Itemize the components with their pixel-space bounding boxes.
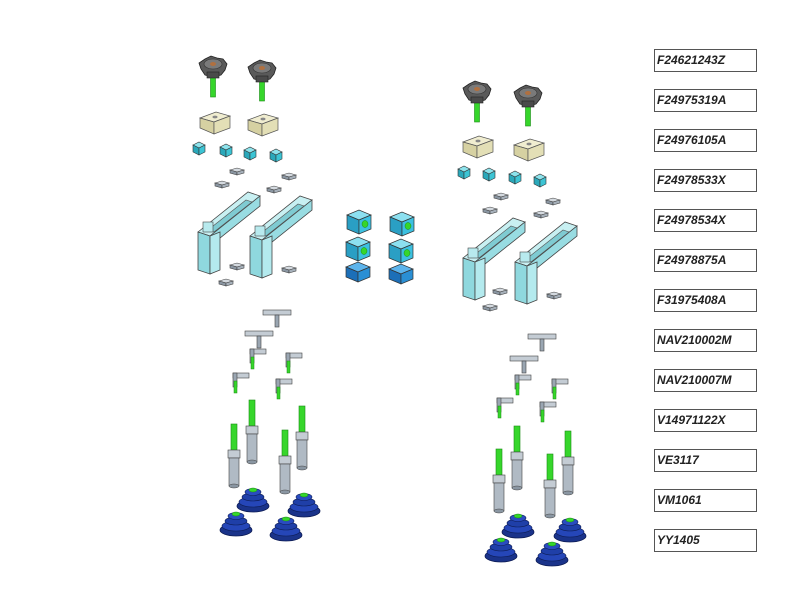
l-bracket bbox=[496, 397, 514, 419]
base-block bbox=[345, 261, 371, 283]
tee-connector bbox=[527, 333, 557, 352]
part-number-label: F24978533X bbox=[654, 169, 757, 192]
tee-connector bbox=[244, 330, 274, 349]
metal-plate bbox=[492, 287, 508, 296]
port-block bbox=[388, 238, 414, 264]
metal-plate bbox=[545, 197, 561, 206]
metal-plate bbox=[214, 180, 230, 189]
metal-plate bbox=[493, 192, 509, 201]
star-knob bbox=[198, 55, 228, 98]
vacuum-post bbox=[561, 430, 575, 496]
clip bbox=[482, 167, 496, 182]
clip bbox=[457, 165, 471, 180]
clip bbox=[508, 170, 522, 185]
clip bbox=[243, 146, 257, 161]
left-assembly bbox=[192, 55, 321, 542]
part-number-label: VM1061 bbox=[654, 489, 757, 512]
clip bbox=[192, 141, 206, 156]
metal-plate bbox=[533, 210, 549, 219]
port-block bbox=[389, 211, 415, 237]
tee-connector bbox=[262, 309, 292, 328]
slotted-arm bbox=[249, 195, 313, 279]
port-block bbox=[345, 236, 371, 262]
l-bracket bbox=[275, 378, 293, 400]
suction-cup bbox=[287, 492, 321, 518]
part-number-label: F24978875A bbox=[654, 249, 757, 272]
right-assembly bbox=[457, 80, 587, 567]
vacuum-post bbox=[278, 429, 292, 495]
base-block bbox=[388, 263, 414, 285]
clamp-block bbox=[513, 138, 545, 162]
clip bbox=[533, 173, 547, 188]
clamp-block bbox=[462, 135, 494, 159]
part-number-label: V14971122X bbox=[654, 409, 757, 432]
l-bracket bbox=[551, 378, 569, 400]
metal-plate bbox=[229, 262, 245, 271]
metal-plate bbox=[229, 167, 245, 176]
l-bracket bbox=[539, 401, 557, 423]
suction-cup bbox=[535, 541, 569, 567]
l-bracket bbox=[285, 352, 303, 374]
metal-plate bbox=[266, 185, 282, 194]
clip bbox=[269, 148, 283, 163]
part-number-label: F24976105A bbox=[654, 129, 757, 152]
center-blocks bbox=[345, 209, 415, 285]
vacuum-post bbox=[492, 448, 506, 514]
clamp-block bbox=[199, 111, 231, 135]
metal-plate bbox=[281, 172, 297, 181]
part-number-label: F24975319A bbox=[654, 89, 757, 112]
tee-connector bbox=[509, 355, 539, 374]
metal-plate bbox=[482, 206, 498, 215]
metal-plate bbox=[546, 291, 562, 300]
vacuum-post bbox=[227, 423, 241, 489]
vacuum-post bbox=[543, 453, 557, 519]
clamp-block bbox=[247, 113, 279, 137]
part-number-label: NAV210002M bbox=[654, 329, 757, 352]
vacuum-post bbox=[245, 399, 259, 465]
clip bbox=[219, 143, 233, 158]
l-bracket bbox=[249, 348, 267, 370]
suction-cup bbox=[553, 517, 587, 543]
suction-cup bbox=[484, 537, 518, 563]
part-number-label: VE3117 bbox=[654, 449, 757, 472]
slotted-arm bbox=[514, 221, 578, 305]
suction-cup bbox=[501, 513, 535, 539]
vacuum-post bbox=[295, 405, 309, 471]
star-knob bbox=[247, 59, 277, 102]
metal-plate bbox=[482, 303, 498, 312]
suction-cup bbox=[269, 516, 303, 542]
part-number-label: YY1405 bbox=[654, 529, 757, 552]
metal-plate bbox=[281, 265, 297, 274]
part-number-label: NAV210007M bbox=[654, 369, 757, 392]
suction-cup bbox=[219, 511, 253, 537]
l-bracket bbox=[232, 372, 250, 394]
suction-cup bbox=[236, 487, 270, 513]
part-number-label: F24621243Z bbox=[654, 49, 757, 72]
star-knob bbox=[513, 84, 543, 127]
star-knob bbox=[462, 80, 492, 123]
l-bracket bbox=[514, 374, 532, 396]
metal-plate bbox=[218, 278, 234, 287]
part-number-label: F31975408A bbox=[654, 289, 757, 312]
port-block bbox=[346, 209, 372, 235]
part-number-label: F24978534X bbox=[654, 209, 757, 232]
vacuum-post bbox=[510, 425, 524, 491]
